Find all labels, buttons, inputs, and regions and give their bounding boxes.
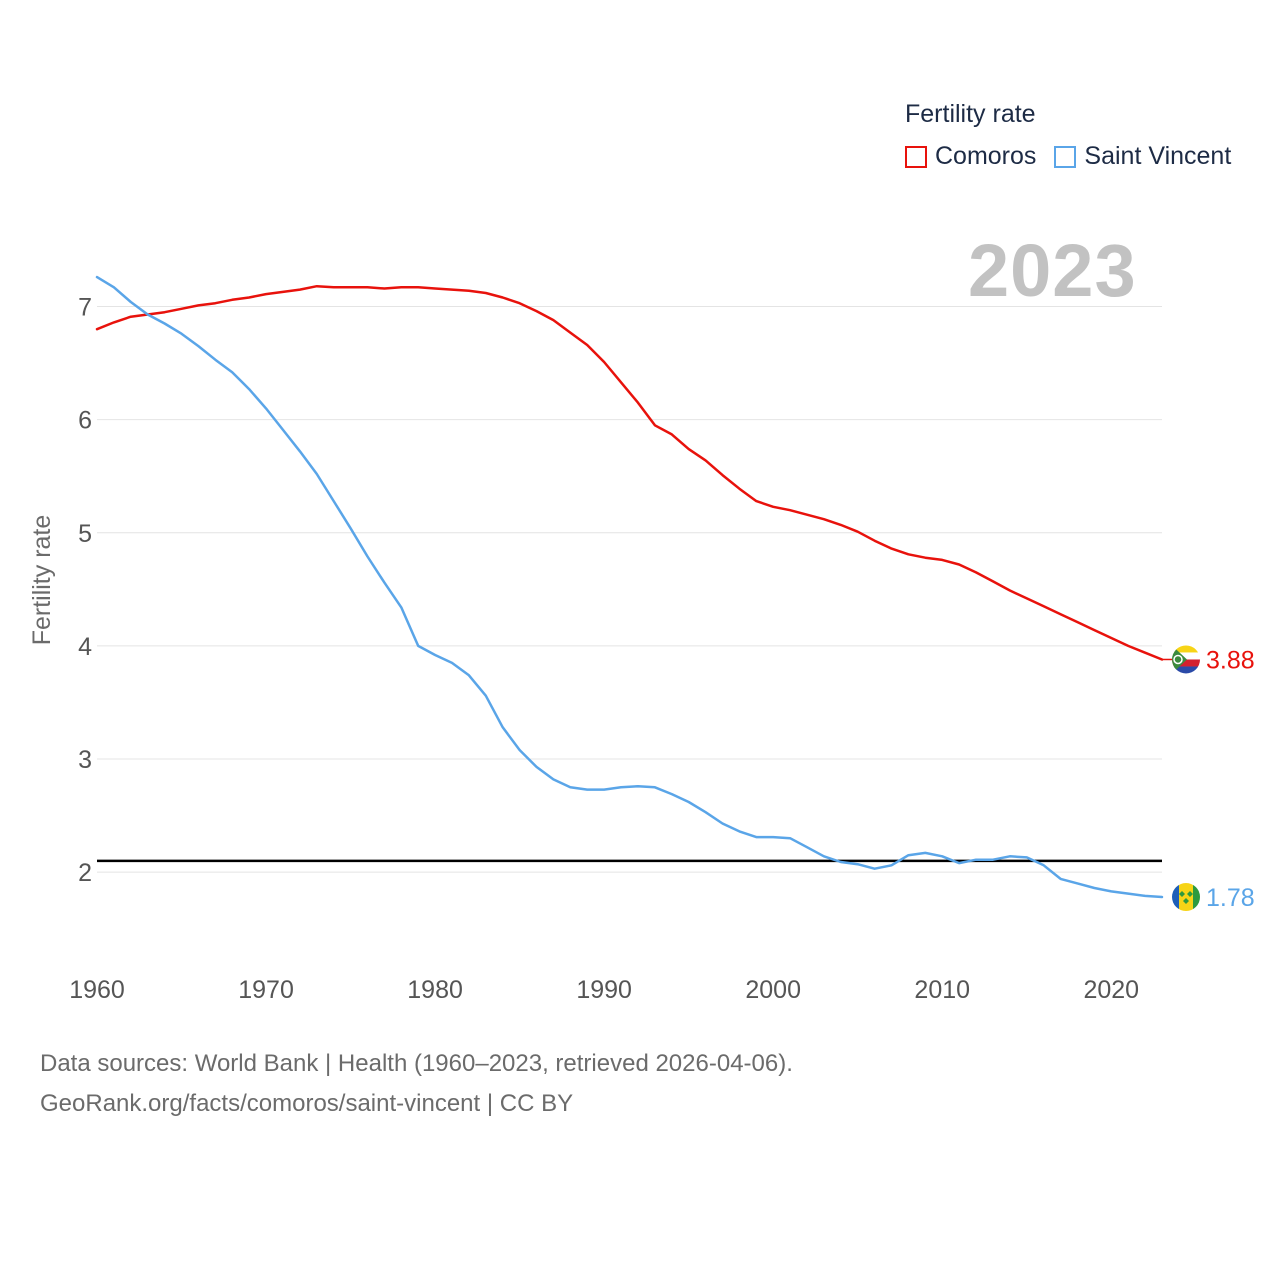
legend-label-comoros: Comoros — [935, 142, 1037, 170]
x-tick-label: 1980 — [407, 976, 463, 1004]
year-label: 2023 — [968, 229, 1137, 312]
comoros-flag-icon — [1172, 645, 1200, 674]
x-axis-ticks: 1960 1970 1980 1990 2000 2010 2020 — [69, 976, 1139, 1004]
y-tick-label: 3 — [78, 746, 92, 774]
legend-item-saint-vincent[interactable]: Saint Vincent — [1054, 142, 1231, 171]
x-tick-label: 1990 — [576, 976, 632, 1004]
legend-item-comoros[interactable]: Comoros — [905, 142, 1036, 171]
y-tick-label: 4 — [78, 633, 92, 661]
y-tick-label: 5 — [78, 520, 92, 548]
saint-vincent-flag-icon — [1172, 883, 1200, 912]
legend-title: Fertility rate — [905, 100, 1036, 128]
x-tick-label: 1970 — [238, 976, 294, 1004]
saint-vincent-end-value: 1.78 — [1206, 884, 1255, 912]
legend-label-saint-vincent: Saint Vincent — [1084, 142, 1232, 170]
source-note: Data sources: World Bank | Health (1960–… — [40, 1044, 793, 1124]
x-tick-label: 1960 — [69, 976, 125, 1004]
series-line-comoros[interactable] — [95, 284, 1164, 661]
series-lines — [95, 275, 1164, 899]
x-tick-label: 2020 — [1083, 976, 1139, 1004]
source-line-2[interactable]: GeoRank.org/facts/comoros/saint-vincent … — [40, 1090, 574, 1117]
y-tick-label: 6 — [78, 407, 92, 435]
legend-swatch-comoros — [905, 145, 927, 168]
y-tick-label: 7 — [78, 294, 92, 322]
legend: Comoros Saint Vincent — [905, 142, 1249, 171]
x-tick-label: 2010 — [914, 976, 970, 1004]
series-line-saint-vincent[interactable] — [95, 275, 1164, 899]
x-tick-label: 2000 — [745, 976, 801, 1004]
comoros-end-value: 3.88 — [1206, 646, 1255, 674]
source-line-1: Data sources: World Bank | Health (1960–… — [40, 1050, 793, 1077]
y-axis-label: Fertility rate — [28, 515, 56, 646]
legend-swatch-saint-vincent — [1054, 145, 1077, 168]
y-tick-label: 2 — [78, 859, 92, 887]
series-end-markers: 3.88 1.78 — [1162, 645, 1255, 912]
y-axis-ticks: 2 3 4 5 6 7 — [78, 294, 92, 888]
